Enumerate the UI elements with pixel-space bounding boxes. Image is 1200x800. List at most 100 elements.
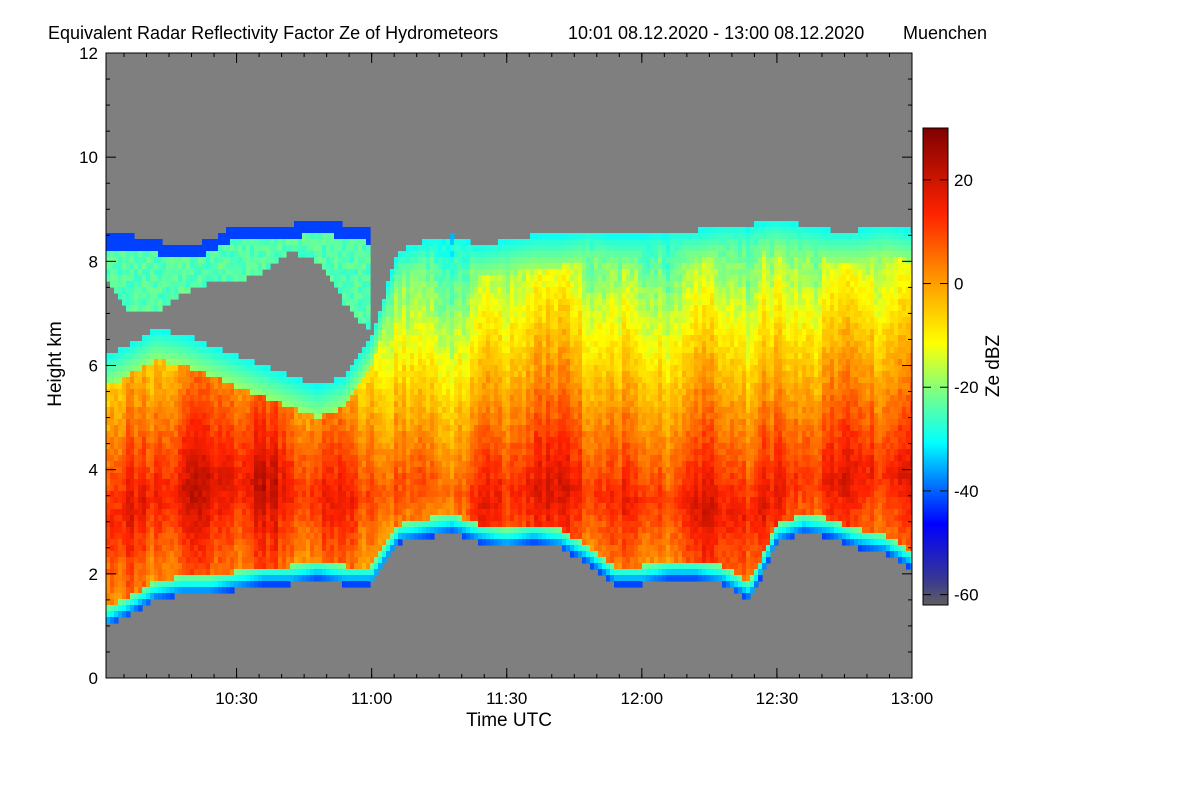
reflectivity-cell	[322, 461, 327, 468]
reflectivity-cell	[486, 539, 491, 546]
reflectivity-cell	[206, 497, 211, 504]
reflectivity-cell	[434, 287, 439, 294]
reflectivity-cell	[266, 383, 271, 390]
reflectivity-cell	[322, 497, 327, 504]
reflectivity-cell	[342, 485, 347, 492]
reflectivity-cell	[478, 461, 483, 468]
reflectivity-cell	[278, 383, 283, 390]
reflectivity-cell	[134, 491, 139, 498]
reflectivity-cell	[430, 431, 435, 438]
reflectivity-cell	[218, 245, 223, 252]
reflectivity-cell	[282, 383, 287, 390]
reflectivity-cell	[294, 521, 299, 528]
reflectivity-cell	[210, 431, 215, 438]
reflectivity-cell	[398, 497, 403, 504]
reflectivity-cell	[490, 491, 495, 498]
reflectivity-cell	[434, 257, 439, 264]
reflectivity-cell	[478, 317, 483, 324]
reflectivity-cell	[454, 509, 459, 516]
reflectivity-cell	[210, 371, 215, 378]
reflectivity-cell	[230, 365, 235, 372]
reflectivity-cell	[362, 581, 367, 588]
reflectivity-cell	[242, 485, 247, 492]
reflectivity-cell	[138, 605, 143, 612]
reflectivity-cell	[166, 419, 171, 426]
reflectivity-cell	[398, 509, 403, 516]
reflectivity-cell	[238, 401, 243, 408]
reflectivity-cell	[150, 383, 155, 390]
reflectivity-cell	[462, 311, 467, 318]
reflectivity-cell	[186, 251, 191, 258]
reflectivity-cell	[274, 239, 279, 246]
reflectivity-cell	[482, 395, 487, 402]
reflectivity-cell	[214, 503, 219, 510]
reflectivity-cell	[446, 527, 451, 534]
reflectivity-cell	[442, 407, 447, 414]
reflectivity-cell	[426, 353, 431, 360]
reflectivity-cell	[206, 569, 211, 576]
reflectivity-cell	[326, 389, 331, 396]
reflectivity-cell	[374, 569, 379, 576]
reflectivity-cell	[134, 545, 139, 552]
reflectivity-cell	[118, 521, 123, 528]
reflectivity-cell	[262, 443, 267, 450]
reflectivity-cell	[226, 539, 231, 546]
reflectivity-cell	[146, 485, 151, 492]
reflectivity-cell	[422, 341, 427, 348]
reflectivity-cell	[326, 401, 331, 408]
reflectivity-cell	[338, 491, 343, 498]
reflectivity-cell	[150, 275, 155, 282]
reflectivity-cell	[246, 383, 251, 390]
reflectivity-cell	[454, 515, 459, 522]
reflectivity-cell	[270, 527, 275, 534]
reflectivity-cell	[446, 503, 451, 510]
reflectivity-cell	[398, 251, 403, 258]
reflectivity-cell	[394, 461, 399, 468]
reflectivity-cell	[466, 281, 471, 288]
reflectivity-cell	[186, 257, 191, 264]
reflectivity-cell	[334, 383, 339, 390]
reflectivity-cell	[458, 317, 463, 324]
reflectivity-cell	[338, 557, 343, 564]
reflectivity-cell	[442, 359, 447, 366]
reflectivity-cell	[218, 365, 223, 372]
reflectivity-cell	[254, 389, 259, 396]
reflectivity-cell	[286, 233, 291, 240]
reflectivity-field	[106, 221, 912, 624]
reflectivity-cell	[134, 401, 139, 408]
reflectivity-cell	[490, 275, 495, 282]
reflectivity-cell	[358, 575, 363, 582]
reflectivity-cell	[378, 563, 383, 570]
reflectivity-cell	[370, 569, 375, 576]
reflectivity-cell	[406, 341, 411, 348]
reflectivity-cell	[426, 359, 431, 366]
reflectivity-cell	[282, 491, 287, 498]
reflectivity-cell	[226, 497, 231, 504]
reflectivity-cell	[346, 281, 351, 288]
reflectivity-cell	[402, 323, 407, 330]
reflectivity-cell	[350, 281, 355, 288]
reflectivity-cell	[334, 251, 339, 258]
reflectivity-cell	[122, 425, 127, 432]
reflectivity-cell	[114, 497, 119, 504]
reflectivity-cell	[254, 473, 259, 480]
reflectivity-cell	[466, 485, 471, 492]
reflectivity-cell	[202, 257, 207, 264]
reflectivity-cell	[406, 335, 411, 342]
reflectivity-cell	[474, 335, 479, 342]
reflectivity-cell	[366, 359, 371, 366]
reflectivity-cell	[330, 245, 335, 252]
reflectivity-cell	[170, 569, 175, 576]
reflectivity-cell	[358, 467, 363, 474]
reflectivity-cell	[342, 533, 347, 540]
reflectivity-cell	[334, 497, 339, 504]
reflectivity-cell	[478, 353, 483, 360]
reflectivity-cell	[110, 509, 115, 516]
reflectivity-cell	[162, 587, 167, 594]
reflectivity-cell	[298, 437, 303, 444]
reflectivity-cell	[162, 287, 167, 294]
reflectivity-cell	[306, 503, 311, 510]
reflectivity-cell	[462, 287, 467, 294]
reflectivity-cell	[126, 455, 131, 462]
